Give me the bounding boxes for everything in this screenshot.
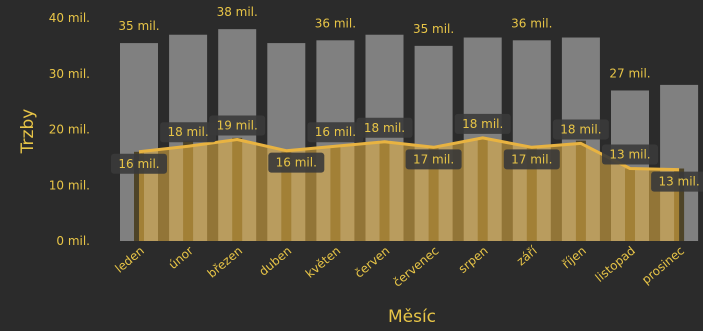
x-tick-label: říjen — [559, 244, 588, 272]
line-data-label: 18 mil. — [560, 122, 601, 136]
x-tick-label: duben — [256, 244, 294, 279]
line-data-label-box — [405, 149, 462, 170]
line-data-label-box — [111, 153, 167, 174]
line-data-label: 18 mil. — [167, 125, 208, 139]
line-data-label: 17 mil. — [413, 152, 454, 166]
labels-layer: 35 mil. 38 mil. 36 mil. 35 mil. 36 mil. 27 mi… — [111, 5, 703, 192]
x-tick-label: březen — [205, 244, 245, 281]
line-data-label: 18 mil. — [462, 117, 503, 131]
x-tick-label: srpen — [456, 244, 491, 276]
y-tick-label: 10 mil. — [49, 178, 90, 192]
x-axis: leden únor březen duben květen červenčervenec… — [112, 243, 687, 289]
x-tick-label: prosinec — [639, 244, 687, 287]
line-data-label: 13 mil. — [658, 175, 699, 189]
bar-data-label: 27 mil. — [609, 66, 650, 80]
bar-data-label: 35 mil. — [118, 19, 159, 33]
series-line — [138, 136, 680, 172]
y-tick-label: 0 mil. — [56, 234, 90, 248]
line-data-label: 18 mil. — [364, 121, 405, 135]
line-data-label: 19 mil. — [217, 119, 258, 133]
line-data-label-box — [268, 152, 325, 173]
line-data-label-box — [651, 171, 703, 192]
x-axis-title: Měsíc — [388, 307, 436, 327]
x-tick-label: leden — [112, 244, 147, 276]
line-data-label: 16 mil. — [315, 125, 356, 139]
line-data-label-box — [307, 122, 364, 143]
x-tick-label: září — [514, 243, 540, 268]
line-data-label-box — [454, 113, 511, 134]
bar-data-label: 36 mil. — [511, 16, 552, 30]
y-axis: 0 mil. 10 mil. 20 mil. 30 mil. 40 mil. — [49, 11, 90, 248]
x-tick-label: únor — [166, 244, 196, 272]
line-data-label: 16 mil. — [118, 157, 159, 171]
line-data-label: 17 mil. — [511, 152, 552, 166]
line-data-label-box — [552, 119, 609, 140]
line-data-label: 16 mil. — [276, 156, 317, 170]
bar-data-label: 36 mil. — [315, 16, 356, 30]
x-tick-label: červenec — [390, 244, 441, 290]
bar-data-label: 35 mil. — [413, 22, 454, 36]
line-data-label-box — [602, 144, 658, 165]
line-data-label-box — [503, 149, 560, 170]
line-data-label-box — [209, 115, 266, 136]
line-data-label-box — [356, 117, 413, 138]
y-tick-label: 20 mil. — [49, 123, 90, 137]
x-tick-label: květen — [303, 244, 344, 281]
line-layer — [138, 136, 680, 172]
y-tick-label: 40 mil. — [49, 11, 90, 25]
x-tick-label: listopad — [592, 244, 637, 285]
y-axis-title: Trzby — [18, 109, 38, 155]
y-tick-label: 30 mil. — [49, 67, 90, 81]
line-data-label: 13 mil. — [609, 148, 650, 162]
x-tick-label: červen — [352, 244, 392, 281]
line-data-label-box — [160, 122, 217, 143]
bar-data-label: 38 mil. — [217, 5, 258, 19]
